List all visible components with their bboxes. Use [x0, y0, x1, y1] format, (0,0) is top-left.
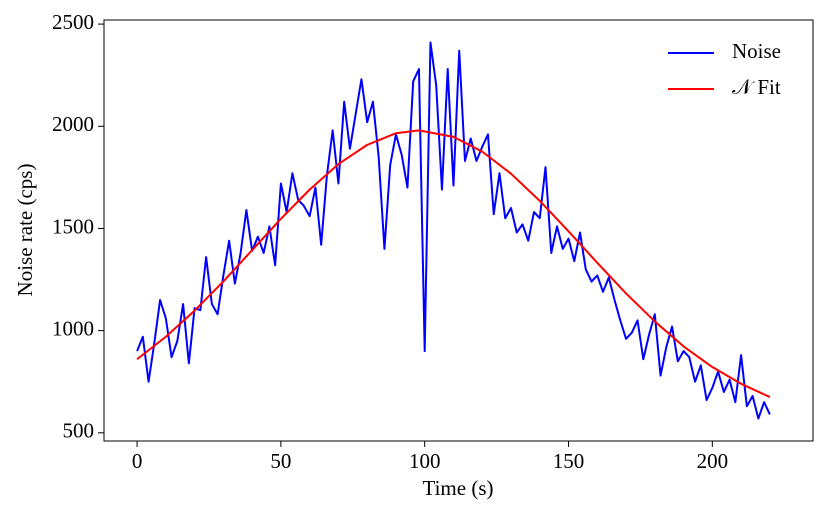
series-line	[136, 41, 771, 420]
y-tick-label: 2500	[52, 10, 94, 34]
y-axis-label: Noise rate (cps)	[13, 164, 37, 297]
y-tick-label: 500	[63, 419, 95, 443]
plot-frame	[103, 19, 814, 442]
x-tick-label: 50	[270, 449, 291, 473]
legend-label: 𝒩 Fit	[732, 75, 781, 99]
x-tick-label: 200	[697, 449, 729, 473]
y-tick-label: 1000	[52, 316, 94, 340]
series-line	[136, 129, 771, 398]
y-tick-label: 1500	[52, 214, 94, 238]
legend-label: Noise	[732, 39, 781, 63]
x-axis-label: Time (s)	[423, 476, 494, 500]
x-tick-label: 150	[553, 449, 585, 473]
x-tick-label: 0	[132, 449, 143, 473]
x-tick-label: 100	[409, 449, 441, 473]
y-tick-label: 2000	[52, 112, 94, 136]
